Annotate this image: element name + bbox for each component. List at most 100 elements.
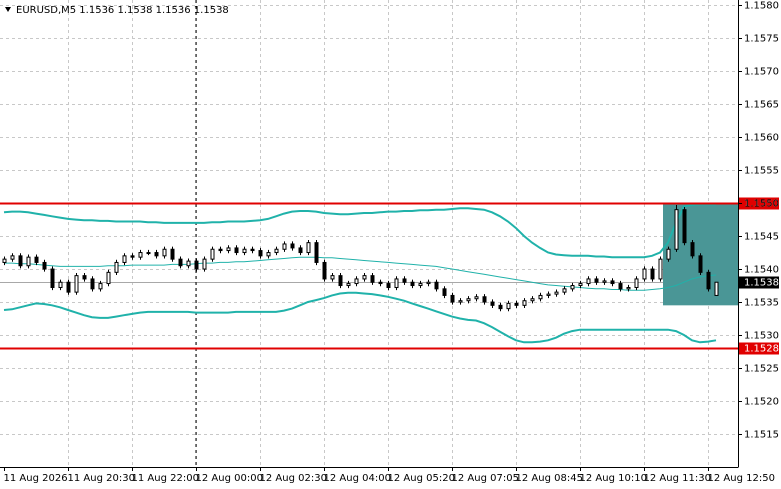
candle-body	[698, 255, 703, 273]
x-tick-label: 11 Aug 22:00	[132, 473, 199, 484]
current-price-box	[739, 276, 779, 289]
candle-body	[586, 278, 591, 285]
candle-body	[314, 242, 319, 263]
chart-title: EURUSD,M5 1.1536 1.1538 1.1536 1.1538	[16, 5, 229, 16]
candle-body	[34, 256, 39, 263]
candle-body	[650, 268, 655, 280]
x-tick-label: 12 Aug 07:05	[452, 473, 519, 484]
candle-body	[706, 271, 711, 290]
candle-body	[170, 248, 175, 260]
candle-body	[194, 260, 199, 270]
candle-body	[474, 296, 479, 300]
candle-body	[610, 280, 615, 285]
y-tick-label: 1.1565	[744, 100, 779, 111]
candle-body	[394, 278, 399, 289]
y-tick-label: 1.1525	[744, 364, 779, 375]
y-tick-label: 1.1575	[744, 34, 779, 45]
axis-layer: 1.1515 1.1520 1.1525 1.1530 1.1535 1.1540 1.15…	[4, 1, 780, 485]
bollinger-band	[4, 256, 717, 291]
candle-body	[42, 261, 47, 270]
candle-body	[106, 271, 111, 285]
y-tick-label: 1.1560	[744, 133, 779, 144]
y-tick-label: 1.1580	[744, 1, 779, 12]
candle-body	[426, 281, 431, 285]
candle-body	[122, 255, 127, 263]
y-tick-label: 1.1545	[744, 232, 779, 243]
candle-body	[378, 281, 383, 285]
candle-body	[186, 260, 191, 267]
candle-body	[458, 300, 463, 303]
candle-body	[226, 247, 231, 252]
candle-body	[2, 258, 7, 263]
candle-body	[74, 275, 79, 293]
x-tick-label: 12 Aug 00:00	[196, 473, 263, 484]
candle-body	[434, 281, 439, 290]
level-label-box	[739, 342, 779, 355]
candle-body	[250, 248, 255, 252]
x-tick-label: 12 Aug 02:30	[260, 473, 327, 484]
y-tick-label: 1.1540	[744, 265, 779, 276]
candle-body	[666, 248, 671, 260]
current-price-label: 1.1538	[744, 278, 779, 289]
candle-body	[210, 248, 215, 260]
y-tick-label: 1.1515	[744, 430, 779, 441]
candle-body	[530, 298, 535, 302]
y-tick-label: 1.1530	[744, 331, 779, 342]
candle-body	[66, 281, 71, 293]
candle-body	[58, 281, 63, 289]
candle-body	[138, 252, 143, 258]
candle-body	[298, 247, 303, 254]
candle-body	[306, 242, 311, 254]
candle-body	[234, 247, 239, 254]
candle-body	[618, 283, 623, 290]
candle-body	[602, 280, 607, 283]
candle-body	[570, 285, 575, 290]
y-tick-label: 1.1535	[744, 298, 779, 309]
candle-body	[634, 278, 639, 289]
candle-body	[282, 243, 287, 250]
candle-body	[682, 209, 687, 244]
candle-body	[642, 268, 647, 280]
candle-body	[218, 248, 223, 252]
candle-body	[202, 258, 207, 270]
level-label: 1.1528	[744, 344, 779, 355]
candle-body	[418, 283, 423, 287]
dropdown-icon[interactable]	[5, 7, 11, 12]
candle-body	[386, 283, 391, 289]
x-tick-label: 12 Aug 05:20	[388, 473, 455, 484]
candle-body	[410, 281, 415, 287]
candle-body	[466, 298, 471, 302]
candle-body	[26, 256, 31, 267]
candle-body	[450, 294, 455, 303]
y-tick-label: 1.1555	[744, 166, 779, 177]
y-tick-label: 1.1550	[744, 199, 779, 210]
x-tick-label: 12 Aug 12:50	[708, 473, 775, 484]
candle-body	[674, 209, 679, 250]
candle-body	[338, 275, 343, 287]
level-label-box	[739, 197, 779, 210]
level-label: 1.1550	[744, 199, 779, 210]
candle-body	[146, 252, 151, 255]
candle-body	[554, 291, 559, 295]
x-tick-label: 11 Aug 20:30	[68, 473, 135, 484]
candle-body	[498, 304, 503, 310]
bollinger-band	[3, 203, 716, 259]
candle-body	[658, 258, 663, 280]
candle-body	[594, 278, 599, 283]
candle-body	[50, 268, 55, 289]
candle-body	[242, 248, 247, 254]
bollinger-band	[3, 291, 717, 344]
candle-body	[402, 278, 407, 283]
candle-body	[290, 243, 295, 249]
candle-body	[538, 294, 543, 300]
marks-layer: 1.1550 1.1528 1.1538	[0, 197, 779, 355]
candle-body	[130, 255, 135, 258]
candle-body	[578, 283, 583, 287]
candle-body	[266, 252, 271, 257]
candle-body	[442, 288, 447, 296]
candle-body	[482, 296, 487, 303]
candle-body	[690, 242, 695, 257]
candle-body	[322, 261, 327, 280]
